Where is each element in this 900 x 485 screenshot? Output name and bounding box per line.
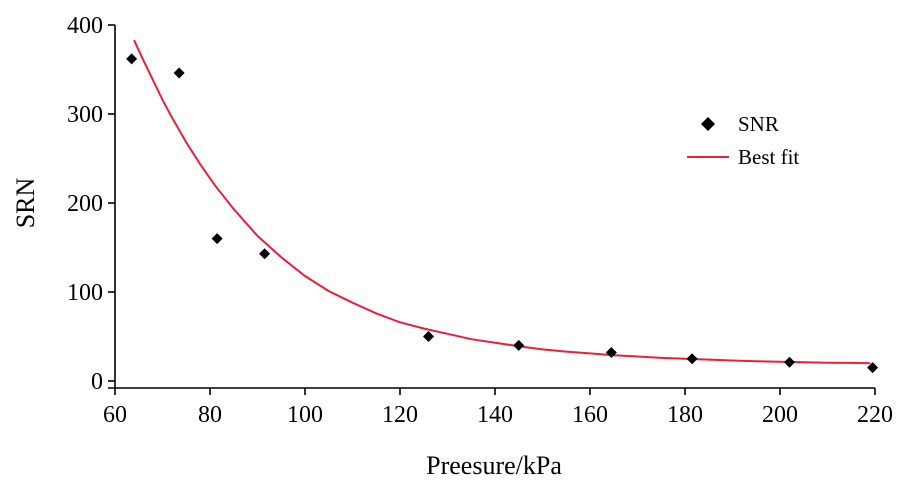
x-tick-label: 100 — [287, 402, 323, 428]
y-tick-label: 300 — [67, 102, 103, 128]
data-point — [867, 362, 879, 374]
best-fit-line — [133, 39, 871, 365]
legend-label-snr: SNR — [738, 112, 779, 136]
data-point — [605, 347, 617, 359]
x-tick-label: 60 — [103, 402, 127, 428]
legend: SNR Best fit — [687, 112, 799, 169]
x-tick-label: 120 — [382, 402, 418, 428]
y-tick-label: 400 — [67, 13, 103, 39]
data-point — [513, 339, 525, 351]
x-tick-label: 220 — [857, 402, 893, 428]
y-tick-label: 0 — [91, 369, 103, 395]
data-point — [126, 53, 138, 65]
plot-area — [126, 39, 879, 374]
data-point — [686, 353, 698, 365]
data-point — [259, 248, 271, 260]
data-point — [423, 331, 434, 342]
legend-marker-snr — [701, 117, 715, 131]
x-axis-title: Preesure/kPa — [426, 451, 562, 480]
legend-label-best-fit: Best fit — [738, 145, 799, 169]
data-point — [784, 356, 795, 368]
data-point — [173, 67, 185, 79]
y-axis-title: SRN — [11, 177, 40, 228]
data-point — [211, 233, 223, 245]
x-tick-label: 160 — [572, 402, 608, 428]
x-tick-label: 80 — [198, 402, 222, 428]
x-tick-label: 140 — [477, 402, 513, 428]
x-tick-label: 180 — [667, 402, 703, 428]
x-tick-label: 200 — [762, 402, 798, 428]
y-tick-label: 100 — [67, 280, 103, 306]
y-tick-label: 200 — [67, 191, 103, 217]
axes: 0 100 200 300 400 60 80 100 120 140 160 180 200 220 — [67, 13, 893, 428]
